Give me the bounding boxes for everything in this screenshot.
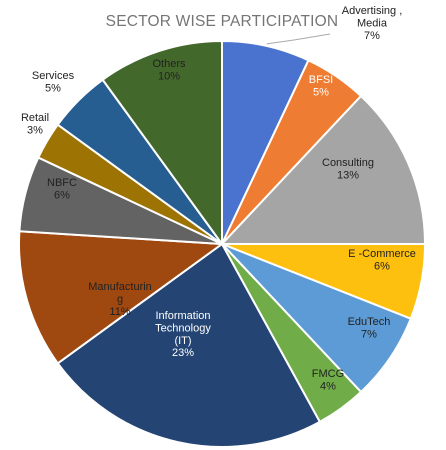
slice-value-label: 5% bbox=[45, 82, 61, 94]
slice-name-label: BFSI bbox=[309, 74, 333, 86]
slice-label: Advertising , Media 7% bbox=[342, 5, 403, 42]
slice-value-label: 11% bbox=[109, 306, 130, 318]
pie-slice bbox=[219, 94, 427, 245]
slice-label: Manufacturin g 11% bbox=[88, 281, 152, 318]
slice-label: E -Commerce 6% bbox=[348, 248, 416, 272]
slice-value-label: 4% bbox=[320, 380, 336, 392]
slice-name-label: Technology bbox=[155, 322, 211, 334]
slice-label: EduTech 7% bbox=[348, 316, 391, 340]
slice-label: Retail 3% bbox=[21, 112, 49, 136]
slice-name-label: Services bbox=[32, 70, 75, 82]
slice-name-label: NBFC bbox=[47, 177, 77, 189]
slice-name-label: Manufacturin bbox=[88, 281, 152, 293]
pie-slice bbox=[18, 230, 225, 365]
chart-title: SECTOR WISE PARTICIPATION bbox=[106, 13, 339, 30]
slice-value-label: 7% bbox=[364, 30, 380, 42]
slice-label: NBFC 6% bbox=[47, 177, 77, 201]
pie-slice bbox=[101, 39, 223, 248]
slice-name-label: E -Commerce bbox=[348, 248, 416, 260]
slice-name-label: (IT) bbox=[174, 335, 191, 347]
slice-value-label: 23% bbox=[172, 347, 194, 359]
slice-name-label: Consulting bbox=[322, 157, 374, 169]
slice-name-label: EduTech bbox=[348, 316, 391, 328]
slice-name-label: Others bbox=[152, 58, 186, 70]
pie-slices bbox=[18, 39, 427, 448]
slice-name-label: g bbox=[117, 293, 123, 305]
pie-slice bbox=[56, 242, 322, 448]
slice-value-label: 6% bbox=[374, 260, 390, 272]
pie-labels: Advertising , Media 7%BFSI 5%Consulting 13%E… bbox=[21, 5, 416, 392]
slice-label: Consulting 13% bbox=[322, 157, 374, 181]
slice-label: Others 10% bbox=[152, 58, 186, 82]
slice-value-label: 10% bbox=[158, 70, 180, 82]
slice-label: FMCG 4% bbox=[312, 368, 344, 392]
leader-line bbox=[266, 33, 331, 45]
slice-label: BFSI 5% bbox=[309, 74, 333, 98]
slice-value-label: 3% bbox=[27, 124, 43, 136]
slice-name-label: Advertising , bbox=[342, 5, 403, 17]
slice-name-label: FMCG bbox=[312, 368, 344, 380]
slice-value-label: 7% bbox=[361, 328, 377, 340]
slice-label: Services 5% bbox=[32, 70, 75, 94]
slice-value-label: 13% bbox=[337, 169, 359, 181]
slice-value-label: 5% bbox=[313, 86, 329, 98]
slice-value-label: 6% bbox=[54, 189, 70, 201]
slice-name-label: Media bbox=[357, 17, 388, 29]
slice-label: Information Technology (IT) 23% bbox=[155, 310, 211, 359]
slice-name-label: Retail bbox=[21, 112, 49, 124]
slice-name-label: Information bbox=[155, 310, 210, 322]
